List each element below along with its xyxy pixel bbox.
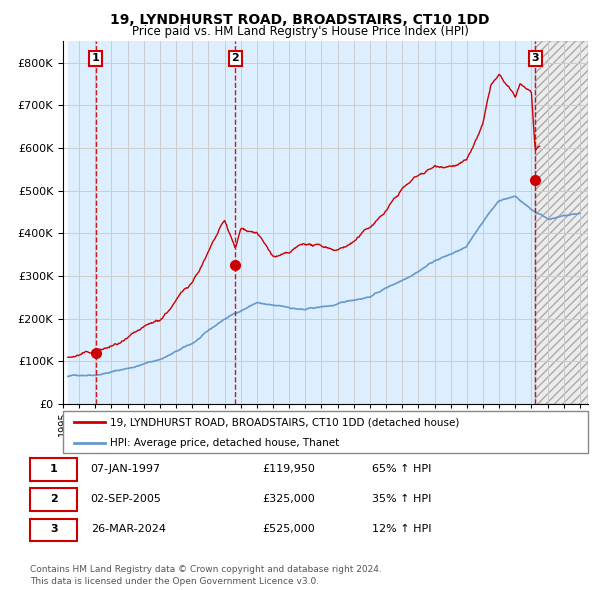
Text: 35% ↑ HPI: 35% ↑ HPI [372, 494, 431, 504]
Text: 12% ↑ HPI: 12% ↑ HPI [372, 525, 432, 535]
FancyBboxPatch shape [30, 519, 77, 541]
Text: 2: 2 [232, 53, 239, 63]
Text: 3: 3 [50, 525, 58, 535]
Text: £325,000: £325,000 [262, 494, 314, 504]
FancyBboxPatch shape [30, 489, 77, 511]
Text: Price paid vs. HM Land Registry's House Price Index (HPI): Price paid vs. HM Land Registry's House … [131, 25, 469, 38]
Text: 19, LYNDHURST ROAD, BROADSTAIRS, CT10 1DD: 19, LYNDHURST ROAD, BROADSTAIRS, CT10 1D… [110, 13, 490, 27]
Text: £525,000: £525,000 [262, 525, 314, 535]
FancyBboxPatch shape [63, 411, 588, 453]
Text: This data is licensed under the Open Government Licence v3.0.: This data is licensed under the Open Gov… [30, 577, 319, 586]
Text: 1: 1 [50, 464, 58, 474]
Text: 07-JAN-1997: 07-JAN-1997 [91, 464, 161, 474]
FancyBboxPatch shape [30, 458, 77, 481]
Text: 02-SEP-2005: 02-SEP-2005 [91, 494, 161, 504]
Text: 1: 1 [92, 53, 100, 63]
Bar [535, 41, 588, 404]
Text: £119,950: £119,950 [262, 464, 315, 474]
Text: 26-MAR-2024: 26-MAR-2024 [91, 525, 166, 535]
Text: 2: 2 [50, 494, 58, 504]
Bar [535, 41, 588, 404]
Text: 65% ↑ HPI: 65% ↑ HPI [372, 464, 431, 474]
Text: 3: 3 [532, 53, 539, 63]
Text: Contains HM Land Registry data © Crown copyright and database right 2024.: Contains HM Land Registry data © Crown c… [30, 565, 382, 574]
Text: 19, LYNDHURST ROAD, BROADSTAIRS, CT10 1DD (detached house): 19, LYNDHURST ROAD, BROADSTAIRS, CT10 1D… [110, 417, 460, 427]
Text: HPI: Average price, detached house, Thanet: HPI: Average price, detached house, Than… [110, 438, 340, 447]
Bar [68, 41, 535, 404]
